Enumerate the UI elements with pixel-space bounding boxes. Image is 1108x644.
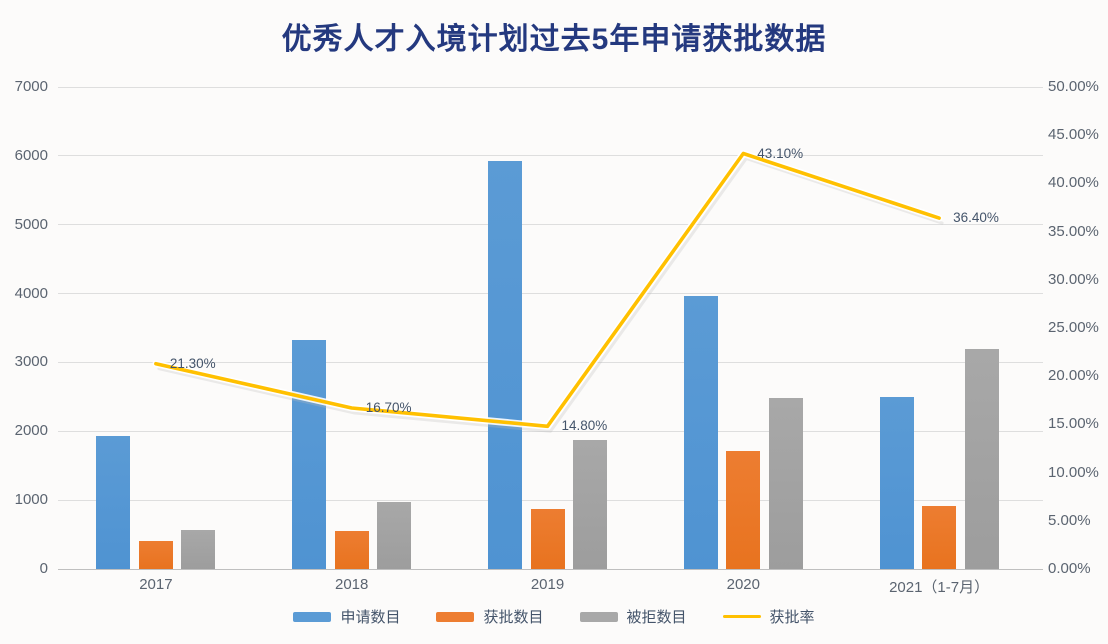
y-axis-tick-right: 50.00% [1048, 78, 1099, 95]
line-stroke [154, 151, 941, 429]
bar-rejected-0 [181, 529, 216, 569]
x-axis-label: 2017 [139, 576, 173, 593]
bar-approved-1 [334, 530, 369, 569]
x-axis-label: 2020 [726, 576, 760, 593]
legend-item-applications: 申请数目 [293, 606, 400, 627]
bar-applications-3 [683, 295, 718, 569]
line-stroke [157, 157, 944, 433]
y-axis-tick-left: 3000 [14, 353, 48, 371]
x-axis-label: 2021（1-7月） [889, 579, 990, 596]
legend-swatch-approved [436, 611, 475, 622]
line-data-label: 43.10% [757, 145, 804, 161]
gridline [58, 155, 1043, 157]
y-axis-tick-left: 5000 [14, 215, 48, 233]
y-axis-tick-left: 0 [39, 560, 48, 577]
legend: 申请数目 获批数目 被拒数目 获批率 [0, 606, 1108, 627]
y-axis-tick-left: 7000 [14, 78, 48, 95]
y-axis-tick-right: 15.00% [1048, 415, 1099, 433]
bar-applications-4 [879, 397, 914, 569]
bar-rejected-2 [573, 440, 607, 569]
y-axis-tick-right: 35.00% [1048, 222, 1099, 240]
x-axis-label: 2019 [530, 576, 565, 593]
bar-approved-0 [138, 540, 173, 569]
legend-item-approval-rate: 获批率 [722, 606, 815, 627]
bar-applications-2 [488, 160, 522, 569]
x-axis-label: 2018 [335, 576, 369, 593]
y-axis-tick-right: 5.00% [1048, 511, 1091, 529]
legend-swatch-rejected [579, 611, 618, 622]
gridline [58, 361, 1043, 363]
y-axis-tick-right: 30.00% [1048, 270, 1099, 288]
bar-applications-0 [96, 435, 131, 569]
bar-rejected-4 [964, 348, 999, 569]
plot-area: 21.30% 16.70% 14.80% 43.10% 36.40% [58, 86, 1043, 570]
legend-item-approved: 获批数目 [436, 606, 544, 627]
bar-approved-3 [726, 451, 761, 569]
bar-applications-1 [292, 339, 327, 569]
approval-rate-line [152, 150, 944, 433]
gridline [58, 224, 1043, 226]
y-axis-tick-left: 1000 [14, 491, 48, 509]
bar-approved-4 [922, 506, 957, 569]
gridline [58, 568, 1043, 570]
line-data-label: 21.30% [169, 355, 216, 371]
y-axis-tick-left: 4000 [14, 284, 48, 302]
line-data-label: 16.70% [365, 400, 412, 415]
y-axis-tick-right: 20.00% [1048, 367, 1099, 385]
line-data-label: 14.80% [561, 418, 608, 434]
gridline [58, 293, 1043, 295]
bar-rejected-1 [377, 501, 412, 569]
gridline [58, 499, 1043, 501]
y-axis-tick-right: 0.00% [1048, 560, 1091, 577]
gridline [58, 430, 1043, 432]
y-axis-tick-left: 6000 [14, 146, 48, 164]
chart-title: 优秀人才入境计划过去5年申请获批数据 [281, 23, 827, 56]
legend-swatch-applications [293, 611, 332, 622]
bar-rejected-3 [768, 397, 803, 569]
legend-swatch-approval-rate [722, 614, 761, 619]
legend-label: 被拒数目 [626, 609, 687, 626]
line-data-label: 36.40% [953, 210, 999, 226]
gridline [58, 86, 1043, 88]
legend-item-rejected: 被拒数目 [579, 606, 687, 627]
y-axis-tick-right: 10.00% [1048, 463, 1099, 481]
bar-approved-2 [530, 508, 565, 569]
y-axis-tick-left: 2000 [14, 422, 48, 440]
line-stroke [152, 150, 943, 430]
legend-label: 获批数目 [483, 609, 544, 626]
legend-label: 获批率 [769, 609, 815, 626]
y-axis-tick-right: 45.00% [1048, 126, 1099, 144]
legend-label: 申请数目 [340, 609, 401, 626]
y-axis-tick-right: 25.00% [1048, 319, 1099, 336]
y-axis-tick-right: 40.00% [1048, 174, 1099, 192]
